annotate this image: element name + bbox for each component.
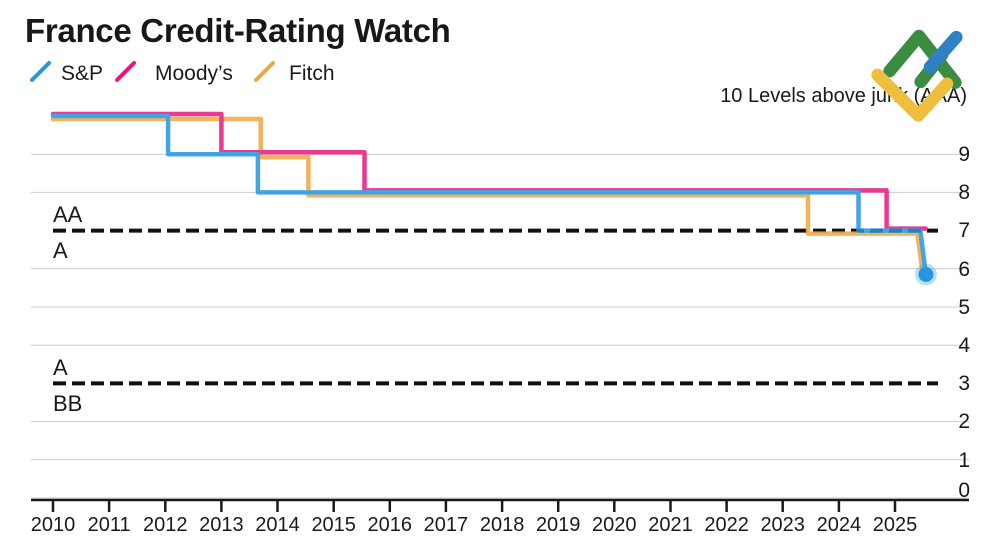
- svg-text:8: 8: [958, 181, 970, 204]
- svg-text:2017: 2017: [424, 514, 469, 536]
- svg-text:A: A: [53, 238, 68, 263]
- svg-text:2024: 2024: [817, 514, 862, 536]
- svg-text:2021: 2021: [648, 514, 693, 536]
- svg-text:AA: AA: [53, 202, 83, 227]
- svg-text:2013: 2013: [199, 514, 244, 536]
- svg-text:BB: BB: [53, 391, 82, 416]
- svg-text:0: 0: [958, 479, 970, 502]
- svg-text:2: 2: [958, 410, 970, 433]
- svg-text:4: 4: [958, 334, 970, 357]
- svg-text:2025: 2025: [873, 514, 918, 536]
- svg-text:2010: 2010: [31, 514, 76, 536]
- svg-text:5: 5: [958, 296, 970, 319]
- svg-text:A: A: [53, 355, 68, 380]
- svg-text:2016: 2016: [368, 514, 413, 536]
- svg-text:1: 1: [958, 449, 970, 472]
- svg-text:7: 7: [958, 219, 970, 242]
- svg-text:Moody’s: Moody’s: [155, 62, 233, 85]
- svg-text:3: 3: [958, 372, 970, 395]
- svg-text:2015: 2015: [311, 514, 356, 536]
- svg-text:2011: 2011: [88, 514, 131, 536]
- svg-text:6: 6: [958, 258, 970, 281]
- svg-text:2018: 2018: [480, 514, 525, 536]
- svg-text:2023: 2023: [760, 514, 805, 536]
- svg-text:2012: 2012: [143, 514, 188, 536]
- svg-text:2020: 2020: [592, 514, 637, 536]
- svg-text:S&P: S&P: [61, 62, 103, 85]
- svg-text:2014: 2014: [255, 514, 300, 536]
- svg-text:Fitch: Fitch: [289, 62, 335, 85]
- svg-text:9: 9: [958, 143, 970, 166]
- svg-text:2022: 2022: [704, 514, 749, 536]
- svg-text:2019: 2019: [536, 514, 581, 536]
